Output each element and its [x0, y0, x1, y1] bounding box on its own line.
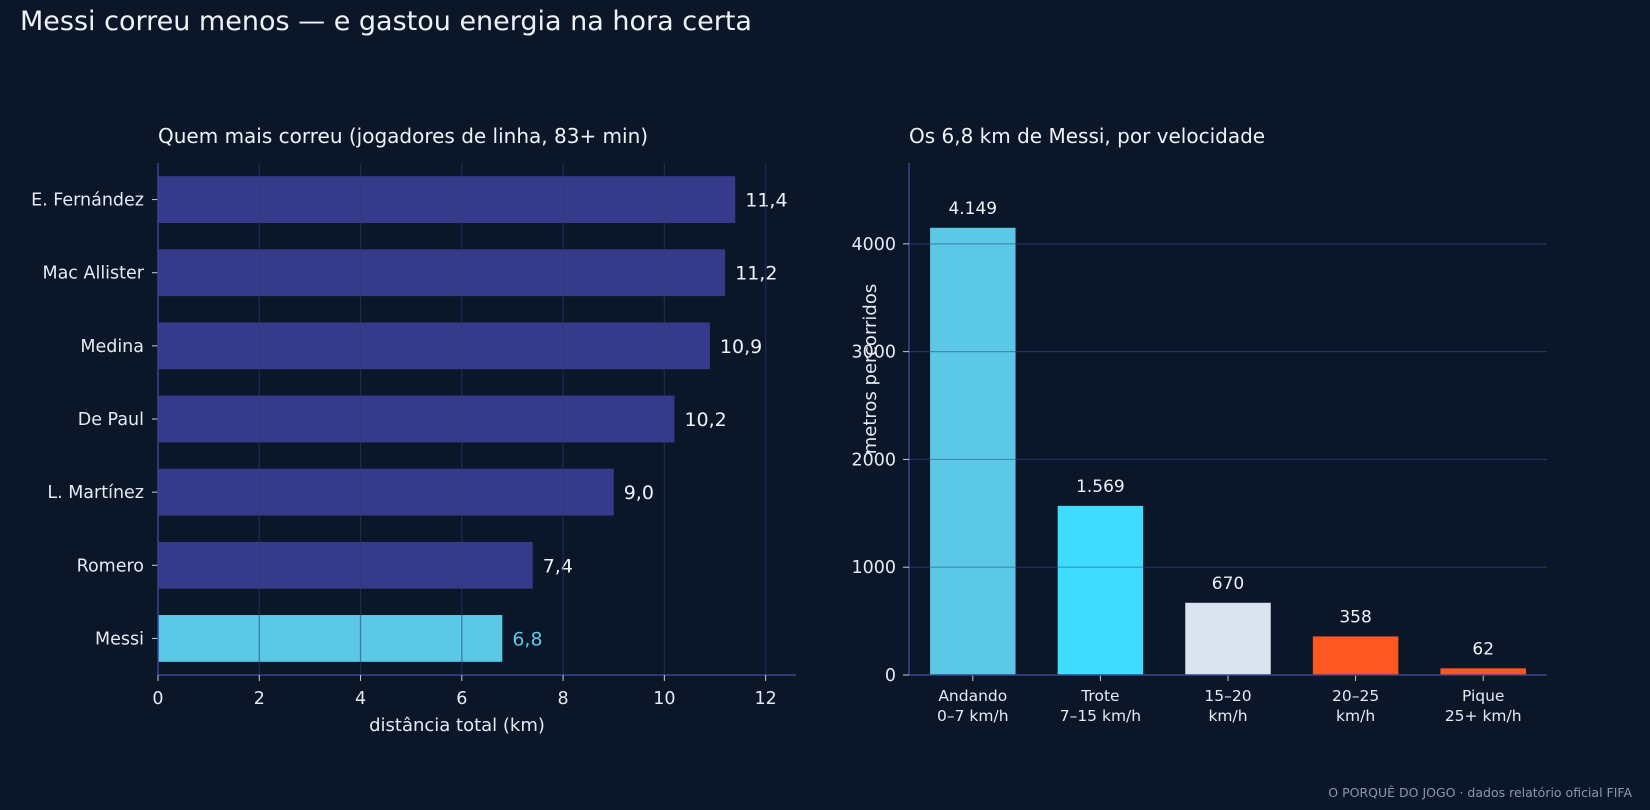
distance-ranking-chart: Quem mais correu (jogadores de linha, 83…: [31, 124, 796, 736]
x-tick-label: 0: [152, 689, 163, 709]
bar-value-label: 358: [1339, 607, 1371, 627]
bar-0: [158, 176, 736, 223]
source-footer: O PORQUÊ DO JOGO · dados relatório ofici…: [1328, 785, 1632, 800]
bar-0: [930, 227, 1016, 675]
bar-value-label: 62: [1472, 639, 1494, 659]
x-tick-label-line1: 15–20: [1204, 687, 1251, 705]
bar-value-label: 10,2: [684, 409, 726, 431]
speed-breakdown-chart: Os 6,8 km de Messi, por velocidade 4.149 A…: [851, 124, 1547, 725]
bar-2: [1185, 602, 1271, 675]
bar-1: [1057, 505, 1144, 675]
x-tick-label: 12: [754, 689, 776, 709]
x-tick-label-line2: 7–15 km/h: [1060, 707, 1141, 725]
bar-value-label: 4.149: [948, 199, 997, 219]
bar-5: [158, 541, 533, 589]
x-tick-label-line2: km/h: [1336, 707, 1375, 725]
left-chart-title: Quem mais correu (jogadores de linha, 83…: [158, 124, 648, 148]
y-tick-label: 1000: [851, 558, 896, 578]
y-axis-label: metros percorridos: [860, 284, 881, 455]
bar-1: [158, 249, 726, 297]
y-tick-label: Romero: [77, 556, 144, 576]
x-tick-label-line1: Andando: [938, 687, 1007, 705]
x-tick-label-line2: 0–7 km/h: [937, 707, 1009, 725]
x-tick-label-line1: 20–25: [1332, 687, 1379, 705]
page-title: Messi correu menos — e gastou energia na…: [20, 6, 752, 37]
bar-4: [1440, 668, 1526, 675]
bar-value-label: 11,2: [735, 263, 777, 285]
x-tick-label-line2: km/h: [1208, 707, 1247, 725]
bar-value-label: 11,4: [745, 190, 787, 212]
x-tick-label-line1: Trote: [1080, 687, 1119, 705]
right-chart-title: Os 6,8 km de Messi, por velocidade: [909, 124, 1265, 148]
bar-3: [158, 395, 675, 443]
bar-2: [158, 322, 710, 370]
y-tick-label: Messi: [95, 629, 144, 649]
y-tick-label: 2000: [851, 450, 896, 470]
bar-6: [158, 615, 503, 662]
y-tick-label: L. Martínez: [47, 483, 144, 503]
bar-value-label: 6,8: [512, 628, 542, 650]
bar-value-label: 1.569: [1076, 477, 1125, 497]
bar-value-label: 9,0: [624, 482, 654, 504]
x-tick-label: 10: [653, 689, 675, 709]
y-tick-label: 3000: [851, 343, 896, 363]
bar-value-label: 7,4: [543, 555, 573, 577]
x-tick-label: 4: [355, 689, 366, 709]
bar-4: [158, 468, 614, 516]
x-axis-label: distância total (km): [369, 715, 545, 736]
y-tick-label: 0: [885, 666, 896, 686]
y-tick-label: E. Fernández: [31, 191, 144, 211]
x-tick-label: 6: [456, 689, 467, 709]
x-tick-label-line1: Pique: [1462, 687, 1505, 705]
x-tick-label: 2: [254, 689, 265, 709]
bar-value-label: 670: [1212, 574, 1244, 594]
y-tick-label: Medina: [80, 337, 144, 357]
x-tick-label-line2: 25+ km/h: [1445, 707, 1522, 725]
x-tick-label: 8: [558, 689, 569, 709]
bar-3: [1312, 636, 1399, 675]
y-tick-label: 4000: [851, 235, 896, 255]
y-tick-label: Mac Allister: [42, 264, 144, 284]
bar-value-label: 10,9: [720, 336, 762, 358]
y-tick-label: De Paul: [78, 410, 144, 430]
